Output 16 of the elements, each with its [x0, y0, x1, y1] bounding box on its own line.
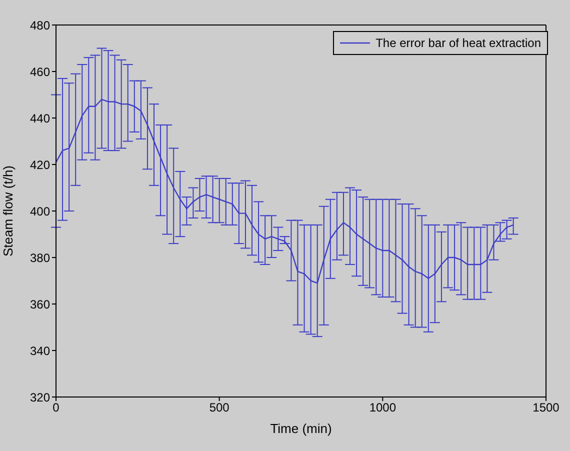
y-tick-label: 400	[30, 204, 50, 218]
y-tick-label: 440	[30, 111, 50, 126]
x-tick-label: 0	[52, 400, 60, 415]
y-axis-title: Steam flow (t/h)	[0, 165, 16, 257]
legend-label: The error bar of heat extraction	[376, 35, 541, 51]
y-tick-label: 460	[30, 64, 50, 79]
y-tick-label: 420	[30, 158, 50, 172]
x-tick-label: 500	[209, 400, 230, 415]
y-tick-label: 320	[30, 390, 50, 404]
y-tick-label: 340	[30, 344, 50, 358]
x-tick-label: 1500	[532, 400, 560, 415]
y-tick-label: 380	[30, 250, 50, 265]
y-tick-label: 360	[30, 297, 50, 312]
x-tick-label: 1000	[369, 400, 396, 415]
y-tick-label: 480	[30, 18, 50, 32]
x-axis-title: Time (min)	[270, 421, 332, 436]
